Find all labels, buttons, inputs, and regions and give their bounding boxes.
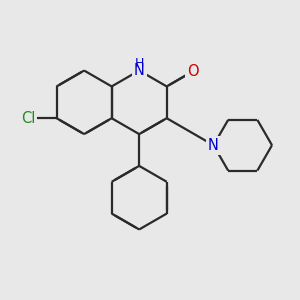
Text: N: N	[134, 63, 145, 78]
Text: N: N	[208, 138, 219, 153]
Text: Cl: Cl	[21, 111, 35, 126]
Text: H: H	[134, 56, 144, 70]
Text: O: O	[187, 64, 199, 79]
